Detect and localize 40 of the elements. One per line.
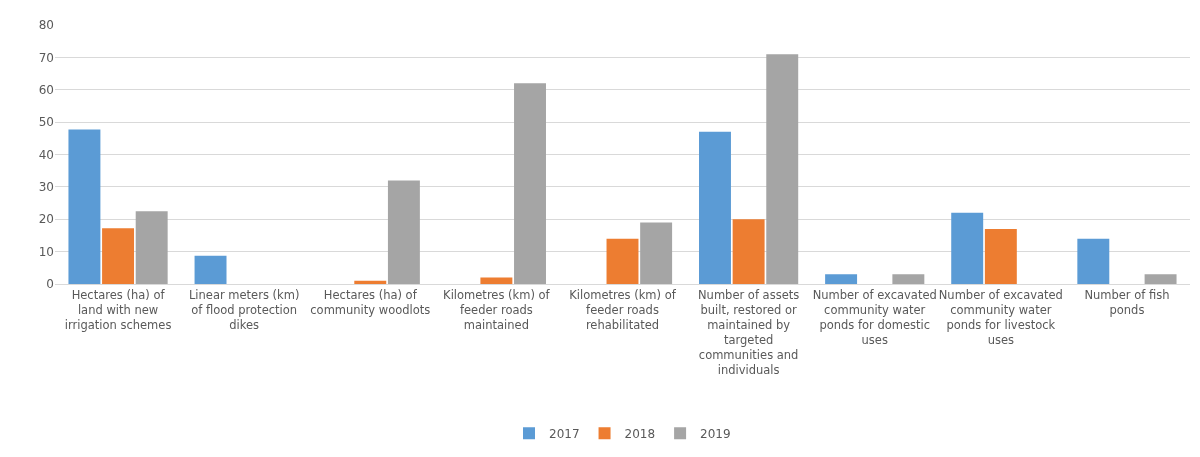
y-tick-label: 40: [38, 147, 54, 162]
bar: [766, 54, 799, 284]
bar: [387, 180, 420, 284]
bar: [699, 131, 731, 284]
x-tick-label: Hectares (ha) of community woodlots: [310, 287, 431, 317]
y-tick-label: 80: [38, 18, 54, 33]
x-tick-label: Kilometres (km) of feeder roads rehabilitated: [569, 287, 677, 332]
y-tick-label: 20: [38, 212, 54, 227]
bar: [825, 274, 858, 284]
y-tick-label: 0: [46, 277, 54, 292]
bar: [194, 255, 227, 284]
bar: [606, 238, 639, 284]
x-tick-label: Number of excavated community water ponds for domestic uses: [812, 287, 937, 347]
bar: [514, 83, 546, 284]
bar: [892, 274, 925, 284]
bar: [68, 129, 101, 284]
bar: [732, 219, 765, 284]
y-tick-label: 30: [38, 180, 54, 195]
bar: [354, 280, 387, 284]
legend-label: 2017: [549, 426, 580, 441]
bar: [984, 228, 1017, 284]
bar: [102, 228, 135, 284]
legend-label: 2018: [624, 426, 656, 441]
y-tick-label: 70: [38, 50, 54, 65]
x-tick-label: Number of assets built, restored or maintained by targeted communities and individuals: [698, 287, 800, 377]
bar: [640, 222, 673, 284]
bar: [951, 212, 984, 284]
x-tick-label: Linear meters (km) of flood protection dikes: [188, 287, 300, 332]
y-tick-label: 50: [38, 115, 54, 130]
x-tick-label: Number of fish ponds: [1084, 287, 1170, 317]
bar: [1077, 238, 1110, 284]
y-tick-label: 10: [38, 244, 54, 259]
y-tick-label: 60: [38, 82, 54, 97]
bar: [1144, 274, 1177, 284]
x-tick-label: Kilometres (km) of feeder roads maintained: [443, 287, 551, 332]
x-tick-label: Hectares (ha) of land with new irrigation schemes: [64, 287, 172, 332]
x-tick-label: Number of excavated community water ponds for livestock uses: [938, 287, 1063, 347]
legend-label: 2019: [700, 426, 731, 441]
bar: [480, 277, 513, 284]
bar: [135, 211, 168, 284]
